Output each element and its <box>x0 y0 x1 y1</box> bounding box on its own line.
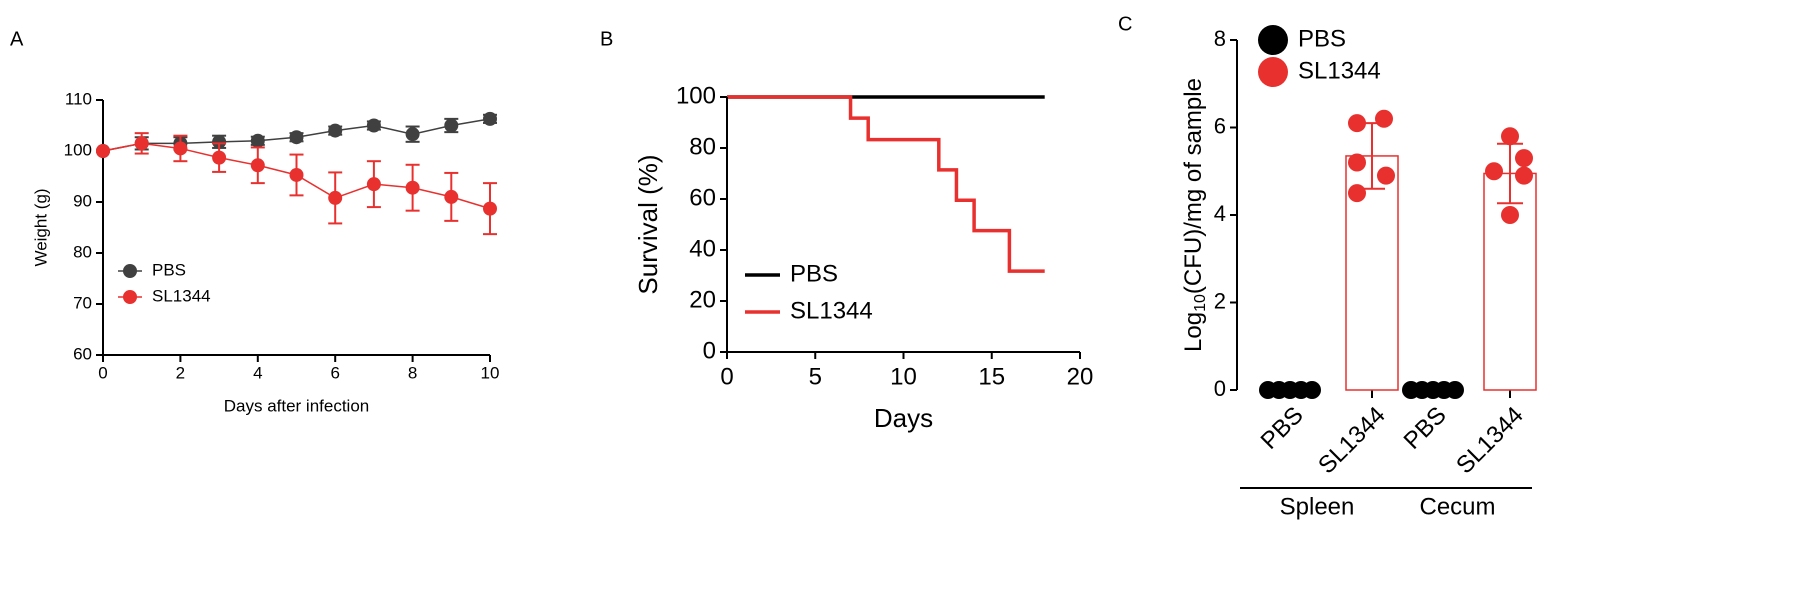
data-point <box>1515 149 1533 168</box>
data-point <box>444 189 459 204</box>
x-axis-label: Days <box>874 403 933 433</box>
legend-label: SL1344 <box>152 286 211 305</box>
data-point <box>1515 166 1533 185</box>
legend-marker <box>1258 57 1288 87</box>
legend-label: PBS <box>1298 25 1346 52</box>
data-point <box>1348 114 1366 133</box>
x-tick-label: 15 <box>978 363 1005 390</box>
data-point <box>444 118 459 133</box>
x-tick-label: PBS <box>1399 402 1452 455</box>
data-point <box>1375 109 1393 128</box>
data-point <box>1303 381 1321 399</box>
data-point <box>483 111 497 126</box>
panel-label: A <box>10 28 24 50</box>
data-point <box>366 177 381 192</box>
y-tick-label: 40 <box>689 235 716 262</box>
x-tick-label: SL1344 <box>1451 402 1529 480</box>
y-tick-label: 80 <box>73 242 92 261</box>
y-axis-label: Weight (g) <box>31 188 50 266</box>
x-axis-label: Days after infection <box>224 396 370 415</box>
data-point <box>328 190 343 205</box>
y-tick-label: 80 <box>689 133 716 160</box>
legend-label: PBS <box>790 260 838 287</box>
data-point <box>96 144 110 158</box>
legend-marker <box>123 290 137 304</box>
y-tick-label: 8 <box>1214 26 1226 51</box>
data-point <box>212 134 227 149</box>
y-tick-label: 90 <box>73 191 92 210</box>
y-axis-label-subscript: 10 <box>1192 294 1209 312</box>
data-point <box>405 180 420 195</box>
data-point <box>1348 184 1366 203</box>
legend-label: SL1344 <box>1298 57 1381 84</box>
y-axis-label: Log10(CFU)/mg of sample <box>1180 78 1209 352</box>
y-tick-label: 20 <box>689 286 716 313</box>
data-point <box>1485 162 1503 181</box>
bar <box>1483 172 1537 391</box>
x-tick-label: SL1344 <box>1313 402 1391 480</box>
data-point <box>134 136 149 151</box>
data-point <box>173 141 188 156</box>
data-point <box>212 150 227 165</box>
data-point <box>1501 127 1519 146</box>
data-point <box>250 158 265 173</box>
panel-label: B <box>600 28 613 50</box>
x-tick-label: 6 <box>330 363 339 382</box>
data-point <box>289 130 304 145</box>
y-tick-label: 2 <box>1214 288 1226 313</box>
panel: B PBS SL1344 0 20 40 60 80 100 0 5 10 15 20 Days Surviv… <box>600 28 1093 433</box>
group-label: Spleen <box>1280 493 1355 520</box>
y-tick-label: 60 <box>73 344 92 363</box>
y-tick-label: 0 <box>703 337 716 364</box>
y-tick-label: 4 <box>1214 201 1226 226</box>
data-point <box>1501 206 1519 224</box>
x-tick-label: 4 <box>253 363 262 382</box>
y-tick-label: 70 <box>73 293 92 312</box>
y-tick-label: 100 <box>676 82 716 109</box>
x-tick-label: 20 <box>1067 363 1094 390</box>
data-point <box>405 127 420 142</box>
x-tick-label: 0 <box>720 363 733 390</box>
legend-label: SL1344 <box>790 297 873 324</box>
x-tick-label: 5 <box>809 363 822 390</box>
data-point <box>366 118 381 133</box>
group-label: Cecum <box>1419 493 1495 520</box>
y-tick-label: 110 <box>65 89 92 108</box>
y-tick-label: 60 <box>689 184 716 211</box>
x-tick-label: 10 <box>481 363 500 382</box>
legend-label: PBS <box>152 260 186 279</box>
x-tick-label: 10 <box>890 363 917 390</box>
legend-marker <box>123 264 137 278</box>
y-axis-label-part: Log <box>1180 312 1207 352</box>
data-point <box>250 133 265 148</box>
x-tick-label: 0 <box>98 363 107 382</box>
y-tick-label: 0 <box>1214 376 1226 401</box>
x-tick-label: PBS <box>1256 402 1309 455</box>
x-tick-label: 8 <box>408 363 417 382</box>
data-point <box>1348 153 1366 172</box>
data-point <box>328 123 343 138</box>
data-point <box>1377 166 1395 185</box>
y-tick-label: 6 <box>1214 113 1226 138</box>
data-point <box>289 167 304 182</box>
panel: A 60 70 80 90 100 110 0 2 4 6 8 10 Days after infecti… <box>10 28 499 415</box>
panel-label: C <box>1118 13 1132 35</box>
legend-marker <box>1258 25 1288 55</box>
x-tick-label: 2 <box>176 363 185 382</box>
survival-curve <box>727 95 1045 273</box>
y-tick-label: 100 <box>64 140 92 159</box>
y-axis-label-part: (CFU)/mg of sample <box>1180 78 1207 294</box>
data-point <box>1446 381 1464 399</box>
y-axis-label: Survival (%) <box>633 154 663 294</box>
data-point <box>483 201 497 216</box>
